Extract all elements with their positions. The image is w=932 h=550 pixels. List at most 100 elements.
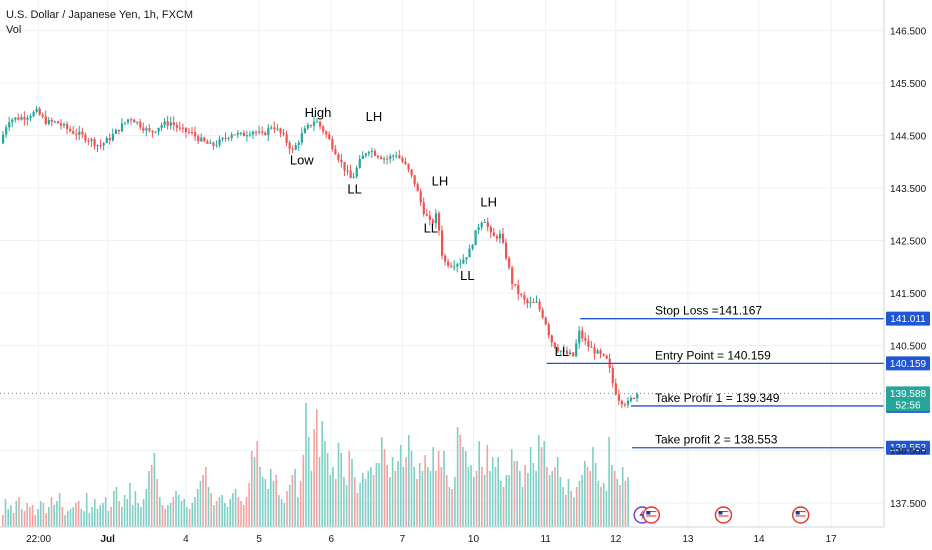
candle-body	[358, 158, 361, 168]
time-axis[interactable]: 22:00 Jul 4 5 6 7 10 11 12 13 14 17	[0, 526, 884, 545]
volume-bar	[169, 503, 172, 527]
time-tick-10: 14	[753, 534, 765, 545]
volume-bar	[121, 507, 123, 527]
us-flag-icon[interactable]	[642, 506, 661, 524]
volume-bar	[454, 477, 456, 527]
price-axis[interactable]: 141.011140.159139.349138.553137.500138.5…	[883, 0, 930, 527]
volume-bar	[505, 475, 508, 527]
volume-bar	[513, 461, 516, 527]
candle-body	[297, 142, 300, 146]
candle-body	[224, 137, 227, 139]
volume-bar	[288, 485, 291, 527]
candle-body	[187, 131, 191, 133]
candle-body	[453, 266, 456, 268]
volume-bar	[137, 503, 139, 527]
volume-bar	[2, 515, 4, 527]
candle-body	[184, 127, 188, 132]
flag-stripe	[718, 511, 729, 513]
volume-bar	[611, 465, 613, 527]
volume-bar	[272, 481, 275, 527]
volume-bar	[586, 467, 589, 527]
volume-bar	[321, 421, 323, 527]
candle-body	[160, 125, 163, 128]
volume-bar	[589, 471, 591, 527]
candle-body	[282, 132, 285, 135]
volume-bar	[351, 459, 353, 527]
candle-body	[117, 129, 121, 132]
candle-body	[316, 121, 319, 123]
volume-bar	[213, 505, 215, 527]
volume-bar	[297, 497, 299, 527]
candle-body	[489, 226, 492, 233]
volume-bar	[118, 501, 120, 527]
candle-body	[553, 342, 556, 348]
volume-bar	[67, 511, 69, 527]
candle-body	[407, 163, 410, 170]
us-flag-icon[interactable]	[791, 506, 810, 524]
symbol-title: U.S. Dollar / Japanese Yen, 1h, FXCM	[6, 9, 193, 21]
candle-body	[218, 139, 221, 146]
candle-body	[212, 142, 215, 146]
candle-body	[440, 230, 444, 256]
candle-body	[123, 122, 127, 124]
volume-bar	[391, 457, 394, 527]
candle-body	[41, 114, 44, 117]
volume-bar	[4, 499, 7, 527]
candle-body	[99, 145, 102, 147]
volume-bar	[435, 471, 437, 527]
volume-bar	[280, 499, 283, 527]
volume-bar	[592, 447, 594, 527]
volume-bar	[104, 497, 107, 527]
volume-bar	[362, 473, 364, 527]
volume-bar	[99, 505, 101, 527]
volume-bar	[251, 451, 253, 527]
candle-body	[84, 134, 87, 141]
candle-body	[468, 248, 471, 258]
volume-bar	[129, 483, 131, 527]
volume-bar	[50, 497, 53, 527]
candle-body	[483, 222, 486, 224]
last-price-badge	[886, 386, 930, 412]
volume-bar	[329, 475, 332, 527]
swing-annotations: High Low LH LL LH LL LH LL LL	[290, 105, 569, 359]
flag-stripe	[646, 517, 657, 519]
volume-bar	[575, 487, 578, 527]
candle-body	[590, 346, 593, 348]
candle-body	[541, 309, 544, 318]
candle-body	[599, 350, 602, 354]
candle-body	[459, 263, 462, 265]
candle-body	[72, 130, 75, 134]
volume-bar	[56, 501, 58, 527]
candle-body	[492, 232, 496, 237]
candle-body	[227, 137, 230, 139]
volume-bar	[608, 437, 610, 527]
candle-body	[376, 155, 380, 158]
candle-body	[200, 137, 203, 142]
volume-bar	[313, 429, 315, 527]
volume-bar	[221, 495, 223, 527]
volume-bar	[627, 477, 629, 527]
volume-bar	[399, 445, 402, 527]
candlestick-series	[2, 106, 639, 409]
candle-body	[258, 131, 261, 133]
candle-body	[447, 261, 450, 266]
us-flag-icon[interactable]	[714, 506, 733, 524]
candle-body	[319, 121, 322, 127]
volume-bar	[202, 475, 204, 527]
volume-bar	[229, 499, 231, 527]
candle-body	[422, 202, 425, 215]
candle-body	[547, 324, 550, 336]
candle-body	[87, 140, 90, 142]
candle-body	[59, 123, 63, 126]
volume-bar	[345, 485, 348, 527]
volume-bar	[142, 499, 145, 527]
volume-bar	[85, 493, 88, 527]
volume-bar	[389, 477, 391, 527]
volume-bar	[405, 457, 407, 527]
candle-body	[343, 161, 346, 171]
volume-indicator-label[interactable]: Vol	[6, 24, 21, 36]
event-flags[interactable]	[633, 506, 810, 524]
volume-bar	[110, 507, 112, 527]
candle-body	[312, 121, 316, 126]
